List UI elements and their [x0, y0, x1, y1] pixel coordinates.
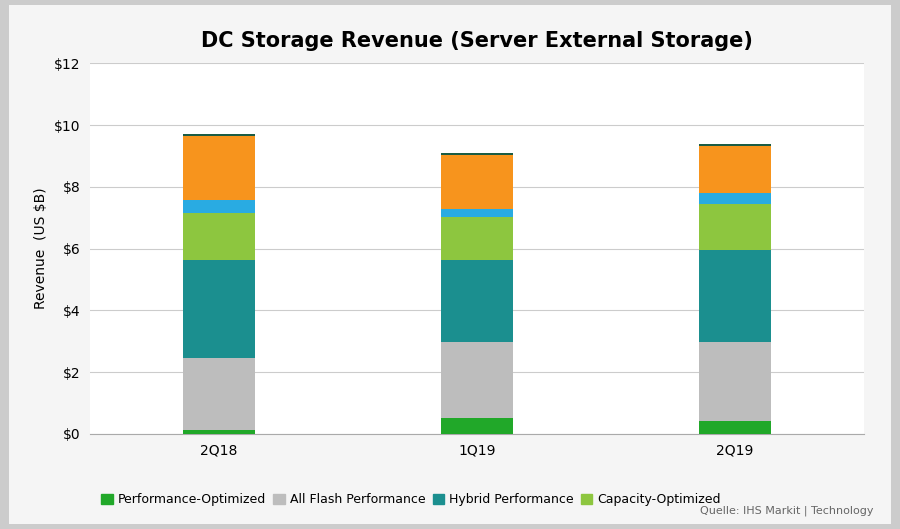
Bar [699, 250, 771, 342]
Bar [183, 358, 255, 430]
Bar [183, 213, 255, 260]
Bar [441, 260, 513, 342]
Title: DC Storage Revenue (Server External Storage): DC Storage Revenue (Server External Stor… [201, 31, 753, 51]
Bar [699, 342, 771, 421]
Bar [699, 144, 771, 146]
Bar [699, 204, 771, 250]
Y-axis label: Revenue  (US $B): Revenue (US $B) [34, 188, 49, 309]
Bar [183, 430, 255, 434]
Bar [699, 421, 771, 434]
Bar [183, 260, 255, 358]
Text: Quelle: IHS Markit | Technology: Quelle: IHS Markit | Technology [699, 505, 873, 516]
Bar [441, 153, 513, 154]
Bar [699, 146, 771, 193]
Bar [441, 208, 513, 217]
Bar [441, 217, 513, 260]
Bar [441, 154, 513, 208]
Bar [183, 199, 255, 213]
Bar [699, 193, 771, 204]
Bar [441, 418, 513, 434]
Bar [183, 134, 255, 136]
Bar [441, 342, 513, 418]
Bar [183, 136, 255, 199]
